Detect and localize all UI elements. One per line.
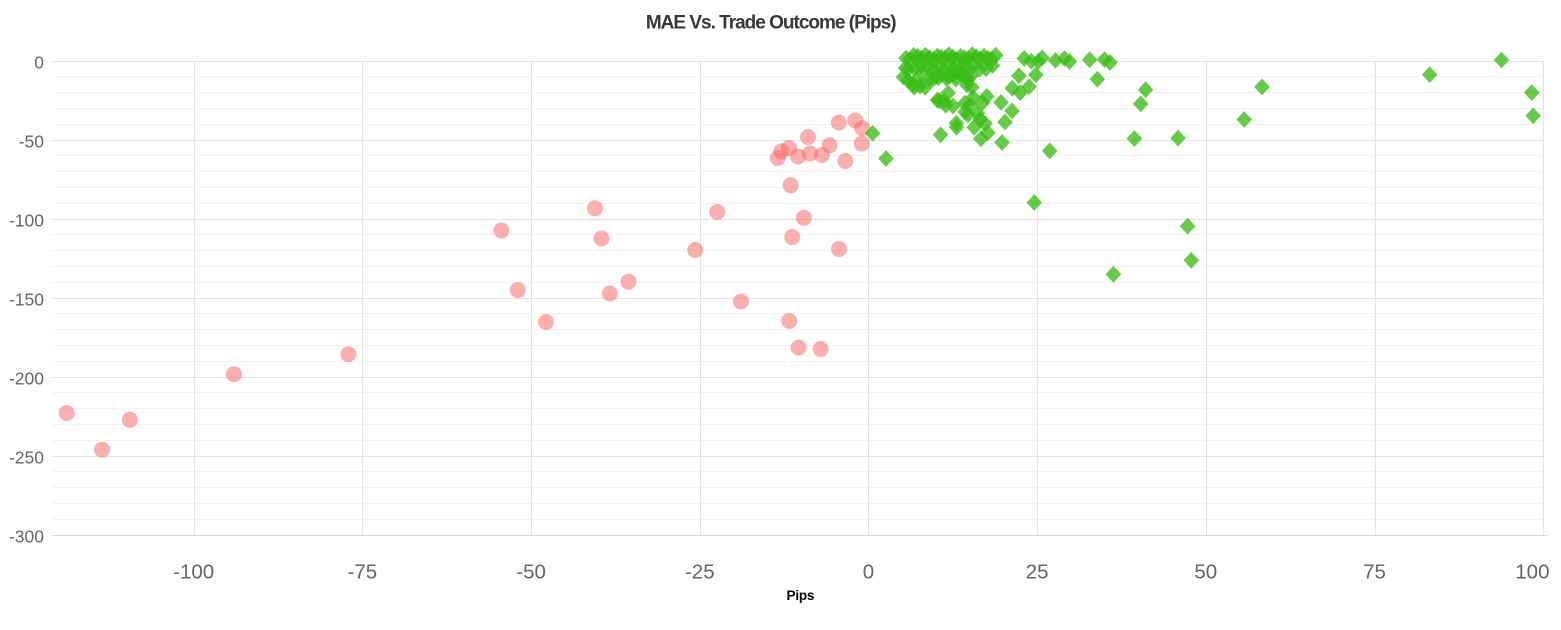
svg-text:-50: -50 — [19, 132, 45, 152]
svg-text:MAE Vs. Trade Outcome (Pips): MAE Vs. Trade Outcome (Pips) — [646, 13, 896, 34]
svg-text:25: 25 — [1026, 561, 1049, 584]
svg-text:-25: -25 — [685, 561, 715, 584]
svg-text:100: 100 — [1515, 561, 1549, 584]
svg-text:0: 0 — [863, 561, 874, 584]
svg-text:-100: -100 — [173, 561, 214, 584]
svg-text:-150: -150 — [9, 290, 44, 310]
svg-text:-250: -250 — [9, 448, 44, 468]
svg-text:-50: -50 — [516, 561, 546, 584]
svg-text:-200: -200 — [9, 369, 44, 389]
svg-text:Pips: Pips — [787, 588, 815, 603]
svg-text:75: 75 — [1363, 561, 1386, 584]
svg-text:50: 50 — [1194, 561, 1217, 584]
svg-text:-300: -300 — [9, 527, 44, 547]
svg-text:-100: -100 — [9, 211, 44, 231]
svg-text:-75: -75 — [348, 561, 378, 584]
svg-text:0: 0 — [34, 53, 44, 73]
